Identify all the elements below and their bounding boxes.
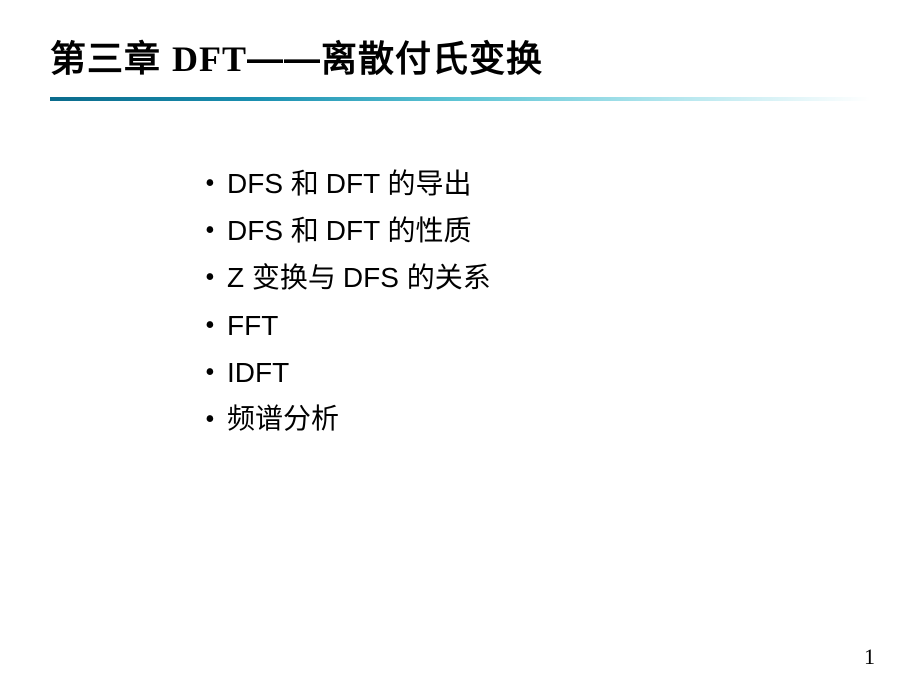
slide-container: 第三章 DFT——离散付氏变换 DFS 和 DFT 的导出DFS 和 DFT 的… [0, 0, 920, 690]
bullet-item: DFS 和 DFT 的导出 [205, 161, 870, 208]
bullet-latin-text: DFS [227, 168, 291, 199]
bullet-cjk-text: 的导出 [388, 169, 472, 200]
bullet-item: FFT [205, 303, 870, 350]
bullet-latin-text: DFS [227, 215, 291, 246]
bullet-cjk-text: 和 [291, 169, 326, 200]
title-suffix: ——离散付氏变换 [247, 38, 543, 79]
bullet-item: Z 变换与 DFS 的关系 [205, 255, 870, 302]
bullet-latin-text: IDFT [227, 357, 289, 388]
bullet-item: IDFT [205, 350, 870, 397]
bullet-cjk-text: 和 [291, 216, 326, 247]
title-divider [50, 97, 870, 101]
bullet-item: DFS 和 DFT 的性质 [205, 208, 870, 255]
bullet-latin-text: DFS [343, 262, 407, 293]
bullet-item: 频谱分析 [205, 397, 870, 443]
bullet-cjk-text: 频谱分析 [227, 404, 339, 435]
bullet-latin-text: DFT [326, 215, 388, 246]
bullet-latin-text: DFT [326, 168, 388, 199]
bullet-latin-text: Z [227, 262, 252, 293]
slide-title: 第三章 DFT——离散付氏变换 [50, 30, 870, 82]
page-number: 1 [864, 644, 875, 670]
bullet-cjk-text: 的性质 [388, 216, 472, 247]
bullet-cjk-text: 的关系 [407, 263, 491, 294]
title-latin: DFT [172, 39, 247, 79]
content-area: DFS 和 DFT 的导出DFS 和 DFT 的性质Z 变换与 DFS 的关系F… [50, 161, 870, 443]
bullet-latin-text: FFT [227, 310, 278, 341]
title-prefix: 第三章 [50, 38, 172, 79]
bullet-cjk-text: 变换与 [252, 263, 343, 294]
bullet-list: DFS 和 DFT 的导出DFS 和 DFT 的性质Z 变换与 DFS 的关系F… [205, 161, 870, 443]
